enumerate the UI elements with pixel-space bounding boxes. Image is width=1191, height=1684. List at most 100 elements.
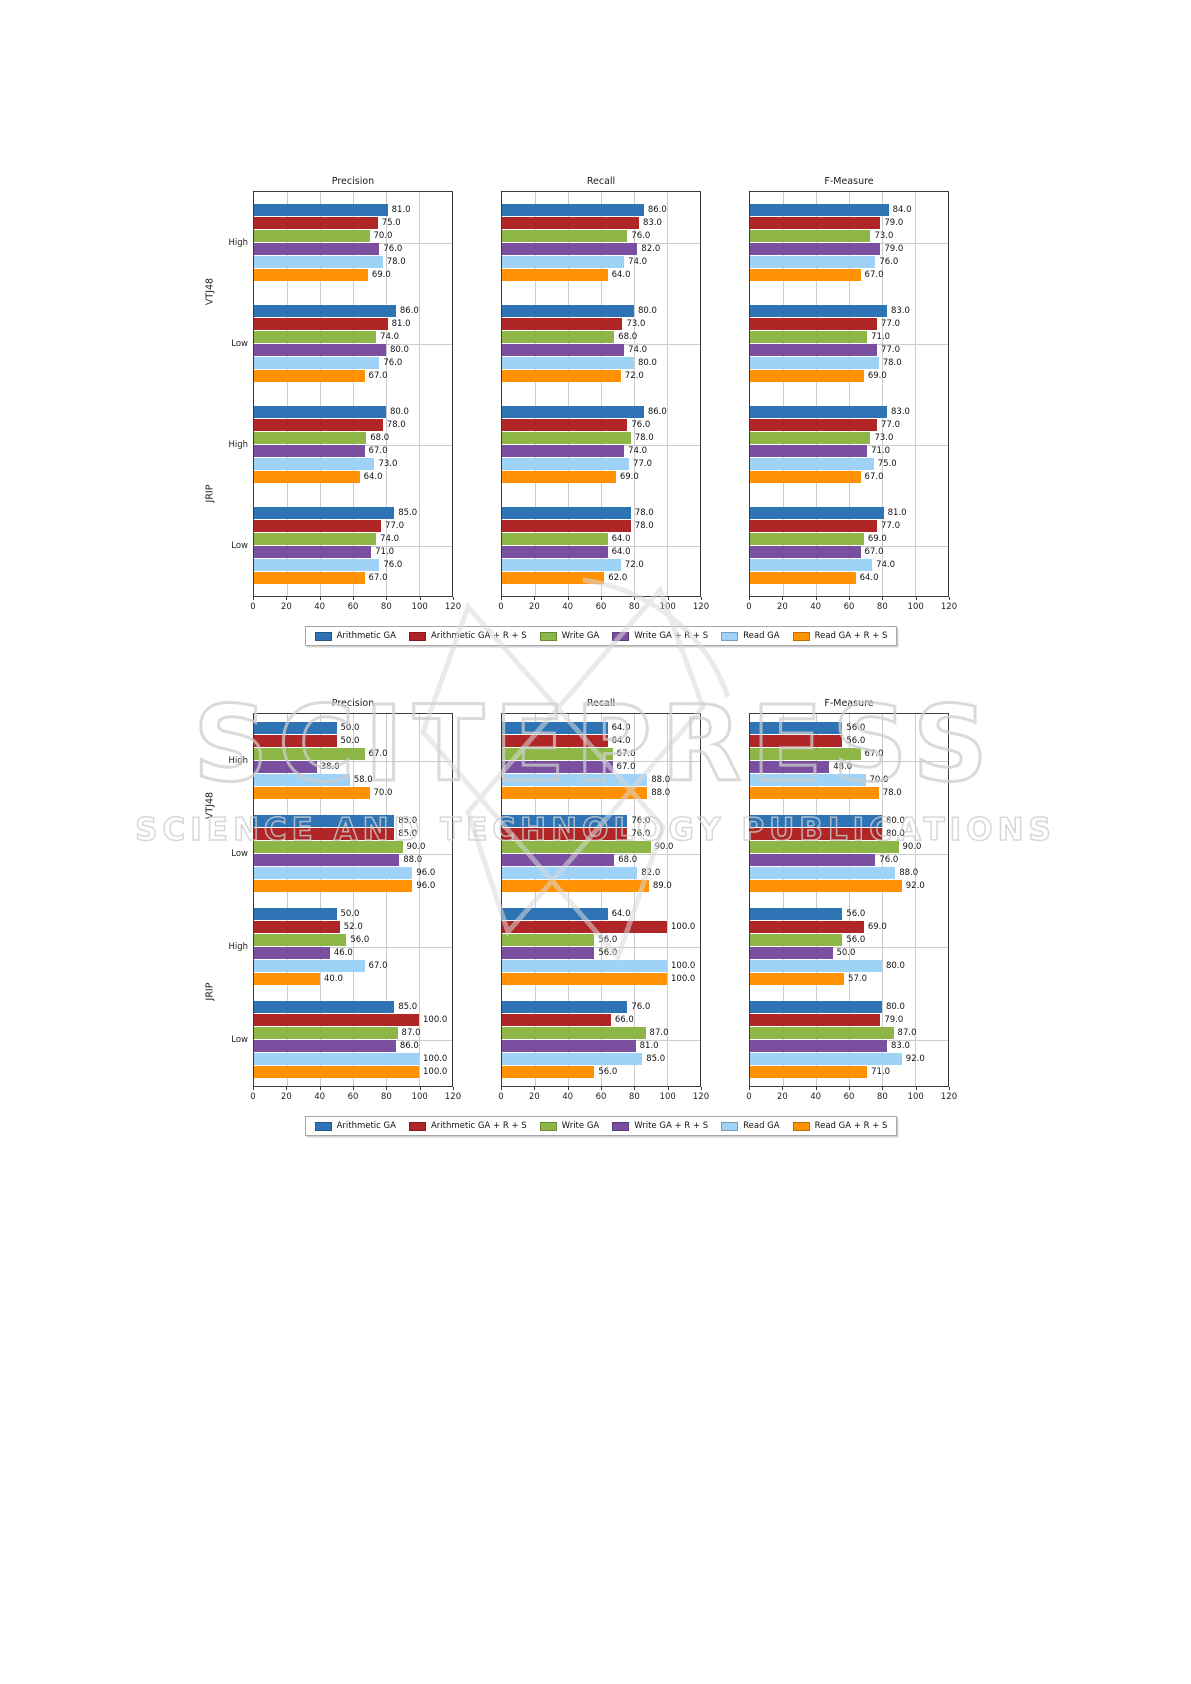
bar-write-ga [750, 841, 899, 853]
x-tick-label: 100 [907, 1092, 924, 1102]
bar-value-label: 84.0 [892, 205, 912, 215]
bar-value-label: 82.0 [641, 244, 661, 254]
bar-row-arithmetic-ga-r-s: 78.0 [502, 520, 700, 533]
bar-arithmetic-ga-r-s [750, 735, 843, 747]
subplot-title: Precision [331, 176, 375, 187]
bar-read-ga [254, 357, 380, 369]
bar-row-arithmetic-ga: 80.0 [502, 305, 700, 318]
x-tick-label: 20 [776, 1092, 788, 1102]
x-tick-mark [353, 597, 354, 600]
legend-item-write-ga: Write GA [539, 1121, 599, 1131]
x-tick-label: 100 [411, 1092, 428, 1102]
bar-row-write-ga: 70.0 [254, 230, 452, 243]
bar-arithmetic-ga-r-s [254, 318, 388, 330]
bar-row-write-ga: 68.0 [502, 331, 700, 344]
bar-row-write-ga: 56.0 [750, 934, 948, 947]
bar-read-ga-r-s [502, 269, 608, 281]
bar-value-label: 87.0 [897, 1028, 917, 1038]
bar-value-label: 69.0 [371, 270, 391, 280]
x-tick-label: 0 [250, 602, 256, 612]
bar-value-label: 74.0 [628, 257, 648, 267]
bars: 56.0 69.0 56.0 50.0 80.0 57.0 [750, 908, 948, 986]
bar-row-write-ga-r-s: 86.0 [254, 1040, 452, 1053]
x-tick-label: 20 [528, 602, 540, 612]
bar-row-arithmetic-ga-r-s: 83.0 [502, 217, 700, 230]
bar-arithmetic-ga-r-s [254, 921, 340, 933]
x-tick-label: 100 [659, 1092, 676, 1102]
bars: 64.0 64.0 67.0 67.0 88.0 88.0 [502, 722, 700, 800]
bars: 76.0 76.0 90.0 68.0 82.0 89.0 [502, 815, 700, 893]
bar-row-read-ga-r-s: 69.0 [750, 370, 948, 383]
bar-value-label: 75.0 [381, 218, 401, 228]
x-tick-label: 100 [411, 602, 428, 612]
x-tick-mark [419, 597, 421, 600]
bar-arithmetic-ga-r-s [750, 318, 878, 330]
bar-write-ga-r-s [502, 243, 638, 255]
bar-arithmetic-ga [502, 815, 628, 827]
bar-read-ga-r-s [502, 1066, 595, 1078]
bars: 80.0 73.0 68.0 74.0 80.0 72.0 [502, 305, 700, 383]
bar-write-ga-r-s [502, 1040, 636, 1052]
bar-read-ga-r-s [750, 973, 845, 985]
bar-row-arithmetic-ga: 50.0 [254, 908, 452, 921]
group-vtj48-low: 76.0 76.0 90.0 68.0 82.0 89.0 [502, 807, 700, 900]
bar-write-ga-r-s [254, 344, 386, 356]
bar-value-label: 88.0 [651, 788, 671, 798]
bar-value-label: 50.0 [340, 909, 360, 919]
bar-row-arithmetic-ga-r-s: 69.0 [750, 921, 948, 934]
bar-value-label: 100.0 [423, 1015, 448, 1025]
bar-row-arithmetic-ga-r-s: 77.0 [750, 520, 948, 533]
bar-row-arithmetic-ga-r-s: 77.0 [750, 419, 948, 432]
bar-value-label: 73.0 [874, 231, 894, 241]
bar-write-ga [750, 432, 871, 444]
bar-arithmetic-ga-r-s [254, 735, 337, 747]
bar-write-ga [750, 748, 861, 760]
bar-value-label: 68.0 [370, 433, 390, 443]
bar-value-label: 73.0 [626, 319, 646, 329]
bar-write-ga-r-s [750, 243, 881, 255]
bar-value-label: 96.0 [416, 881, 436, 891]
x-tick-label: 0 [746, 1092, 752, 1102]
legend-item-write-ga: Write GA [539, 631, 599, 641]
bar-value-label: 64.0 [611, 547, 631, 557]
bar-write-ga [750, 533, 864, 545]
legend: Arithmetic GA Arithmetic GA + R + S Write … [253, 626, 949, 646]
bar-row-read-ga: 70.0 [750, 774, 948, 787]
bar-value-label: 81.0 [639, 1041, 659, 1051]
plot-area: 81.0 75.0 70.0 76.0 78.0 69.0 High 86.0 81.0 74.0… [205, 191, 453, 597]
bar-write-ga-r-s [254, 854, 400, 866]
bars: 86.0 76.0 78.0 74.0 77.0 69.0 [502, 406, 700, 484]
x-gridline [782, 714, 784, 1086]
x-tick-label: 120 [692, 1092, 710, 1102]
x-tick-mark [749, 597, 750, 600]
x-tick-mark [386, 597, 388, 600]
y-tick-label-low: Low [231, 338, 248, 349]
bar-value-label: 69.0 [867, 922, 887, 932]
plot-area: 86.0 83.0 76.0 82.0 74.0 64.0 80.0 73.0 68.0 74.0… [501, 191, 701, 597]
bar-read-ga [254, 867, 413, 879]
x-tick-label: 120 [692, 602, 710, 612]
bar-value-label: 100.0 [423, 1054, 448, 1064]
legend: Arithmetic GA Arithmetic GA + R + S Write … [253, 1116, 949, 1136]
x-tick-mark [601, 597, 602, 600]
bar-row-read-ga: 75.0 [750, 458, 948, 471]
bar-read-ga-r-s [750, 370, 864, 382]
x-gridline [385, 714, 387, 1086]
bar-row-write-ga: 67.0 [254, 748, 452, 761]
bar-row-read-ga: 76.0 [750, 256, 948, 269]
x-tick-label: 20 [528, 1092, 540, 1102]
bar-row-read-ga-r-s: 62.0 [502, 572, 700, 585]
bar-row-write-ga-r-s: 81.0 [502, 1040, 700, 1053]
bar-row-write-ga-r-s: 71.0 [750, 445, 948, 458]
bar-row-arithmetic-ga-r-s: 75.0 [254, 217, 452, 230]
bar-write-ga-r-s [750, 546, 861, 558]
bars: 80.0 79.0 87.0 83.0 92.0 71.0 [750, 1001, 948, 1079]
bar-value-label: 92.0 [905, 1054, 925, 1064]
bar-arithmetic-ga [750, 908, 843, 920]
bar-value-label: 64.0 [611, 270, 631, 280]
bar-value-label: 69.0 [867, 534, 887, 544]
bar-value-label: 73.0 [874, 433, 894, 443]
x-tick-mark [849, 597, 850, 600]
bar-value-label: 56.0 [846, 935, 866, 945]
bar-value-label: 76.0 [383, 560, 403, 570]
